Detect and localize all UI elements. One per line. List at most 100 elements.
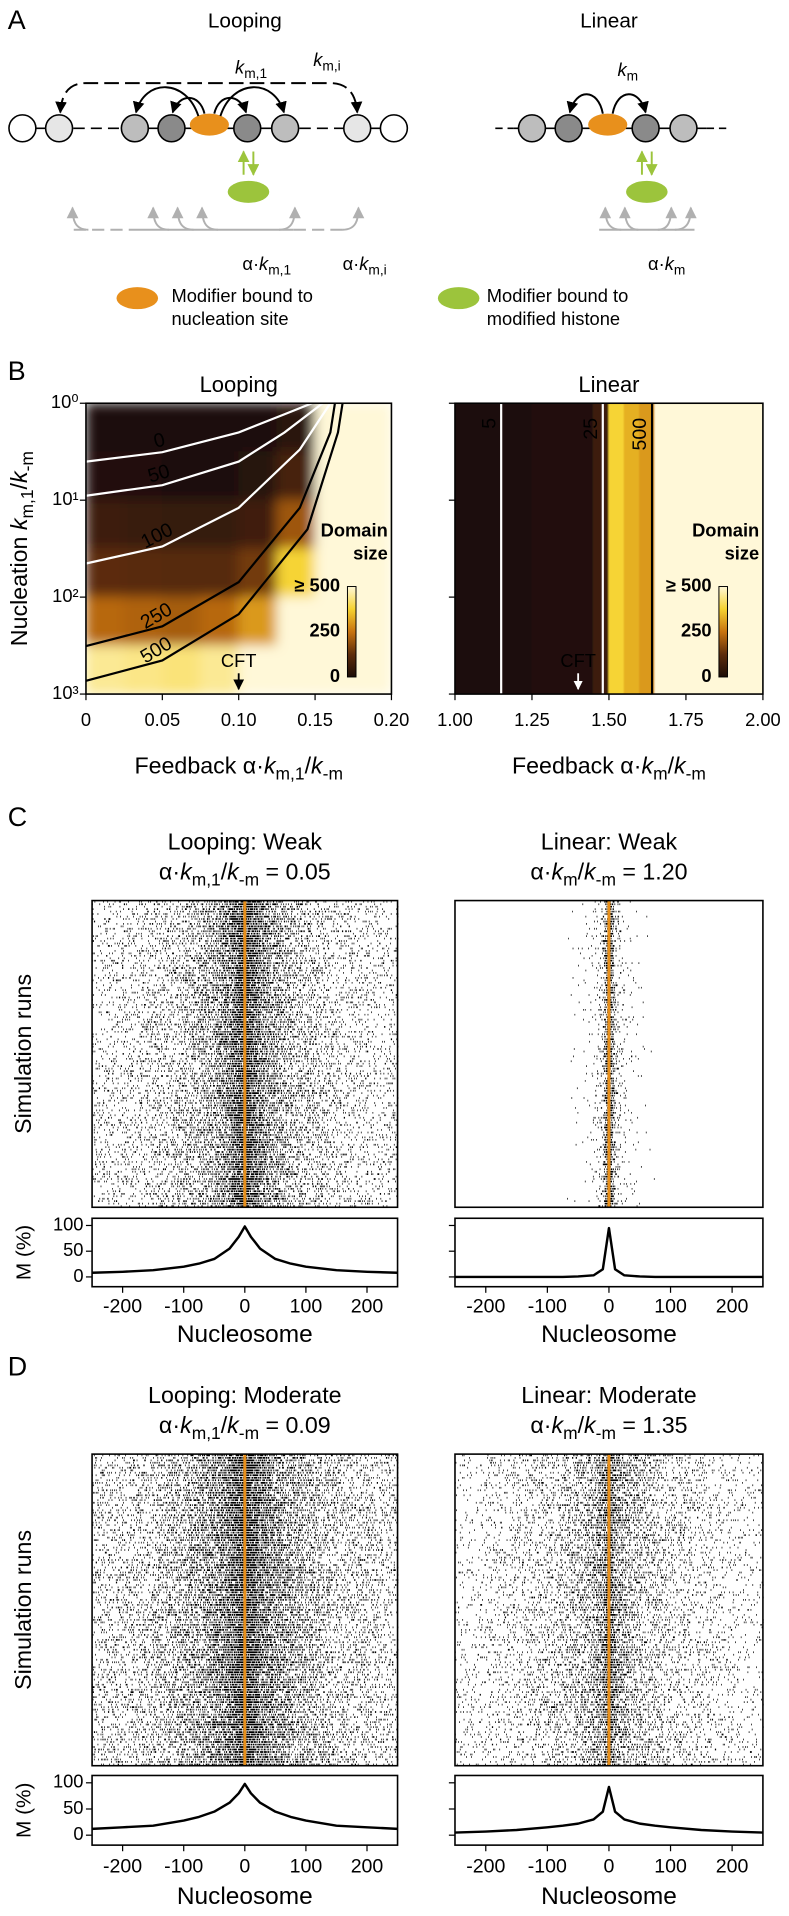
colorbar-title: size [353, 543, 388, 564]
rate-label: km,1 [235, 56, 267, 80]
heat-cell [746, 403, 763, 695]
raster [92, 1454, 399, 1766]
text-part: m [674, 262, 685, 277]
heat-cell [608, 403, 625, 695]
colorbar-title: Domain [321, 519, 388, 540]
text-part: k [180, 859, 193, 885]
x-tick-label: 0.10 [221, 709, 257, 730]
text-part: k [235, 56, 245, 77]
chart-title: Looping [200, 372, 278, 397]
colorbar [346, 586, 357, 678]
text-part: α· [530, 1412, 551, 1438]
x-tick-label: 0 [239, 1296, 250, 1318]
diagram-title: Linear [580, 9, 638, 32]
y-tick-label: 10² [52, 585, 78, 606]
heat-cell [161, 499, 202, 550]
text-part: / [578, 859, 585, 885]
chart-title: Linear: Weak [541, 828, 678, 854]
heat-cell [199, 596, 240, 647]
heat-cell [238, 644, 278, 695]
heat-cell [276, 403, 316, 453]
contour-label: 25 [580, 418, 602, 440]
heat-cell [199, 451, 240, 501]
text-part: m,1 [268, 262, 291, 277]
text-part: Nucleation [6, 530, 32, 646]
text-part: k [584, 1412, 597, 1438]
text-part: k [665, 253, 675, 274]
text-part: = 0.05 [259, 859, 331, 885]
text-part: α· [159, 1412, 180, 1438]
y-axis-label: Simulation runs [10, 974, 36, 1134]
x-axis-label: Nucleosome [177, 1321, 313, 1348]
text-part: k [674, 753, 687, 779]
x-tick-label: -200 [103, 1296, 142, 1318]
heat-cell [314, 499, 354, 550]
text-part: k [227, 1412, 240, 1438]
annotation: CFT [221, 650, 257, 671]
text-part: Feedback α· [134, 753, 263, 779]
rate-label: km [618, 59, 639, 83]
heat-cell [276, 596, 316, 647]
nucleosome [517, 114, 547, 143]
panel-label: C [8, 802, 27, 832]
text-part: k [227, 859, 240, 885]
y-tick-label: 100 [53, 1213, 84, 1234]
y-axis-label: M (%) [12, 1225, 35, 1280]
y-tick-label: 100 [53, 1771, 84, 1792]
rate-label: α·km,i [343, 253, 387, 277]
colorbar-tick-label: 0 [330, 665, 340, 686]
y-tick-label: 10¹ [52, 488, 78, 509]
x-tick-label: -100 [528, 1855, 567, 1877]
text-part: k [551, 859, 564, 885]
nucleosome [631, 114, 660, 143]
profile-line [92, 1225, 398, 1274]
text-part: α· [343, 253, 360, 274]
contour [85, 403, 324, 497]
heat-cell [161, 548, 202, 598]
feedback-arcs [66, 206, 697, 231]
modifier [227, 180, 270, 203]
heat-cell [454, 403, 471, 695]
text-part: α· [242, 253, 259, 274]
colorbar-tick-label: ≥ 500 [666, 574, 712, 595]
heat-cell [546, 403, 564, 695]
legend-swatch [437, 287, 480, 310]
legend-text: Modifier bound to [487, 285, 629, 306]
panel-label: A [8, 5, 26, 35]
arcs [55, 82, 363, 117]
raster-frame [454, 1453, 764, 1767]
x-tick-label: 100 [290, 1855, 323, 1877]
x-tick-label: 0 [239, 1855, 250, 1877]
x-axis-label: Nucleosome [541, 1321, 677, 1348]
nucleosome [44, 114, 74, 143]
text-part: k [551, 1412, 564, 1438]
text-part: k [641, 753, 654, 779]
heat-cell [85, 403, 125, 453]
text-part: = 0.09 [259, 1412, 331, 1438]
x-tick-label: 1.00 [437, 709, 473, 730]
raster-frame [454, 899, 764, 1209]
heat-cell [352, 596, 392, 647]
x-tick-label: 0.05 [145, 709, 181, 730]
heat-cell [352, 451, 392, 501]
y-tick-label: 10³ [52, 682, 78, 703]
heat-cell [238, 499, 278, 550]
text-part: k [311, 753, 324, 779]
contour-label: 500 [629, 418, 651, 451]
rate-label: α·km,1 [242, 253, 291, 277]
exchange-arrows [237, 150, 658, 176]
heat-cell [199, 548, 240, 598]
diagram: Looping Linear km,1 km,i km α·km,1 α·km,… [8, 9, 729, 329]
heat-cell [352, 403, 392, 453]
chart-title: Looping: Moderate [148, 1382, 342, 1408]
text-part: α· [159, 859, 180, 885]
heat-cell [352, 644, 392, 695]
text-part: / [305, 753, 312, 779]
y-axis-label: Nucleation km,1/k-m [6, 451, 36, 646]
heat-cell [352, 499, 392, 550]
text-part: -m [596, 869, 616, 889]
text-part: k [6, 517, 32, 530]
heat-cell [654, 403, 672, 695]
raster [92, 900, 399, 1207]
